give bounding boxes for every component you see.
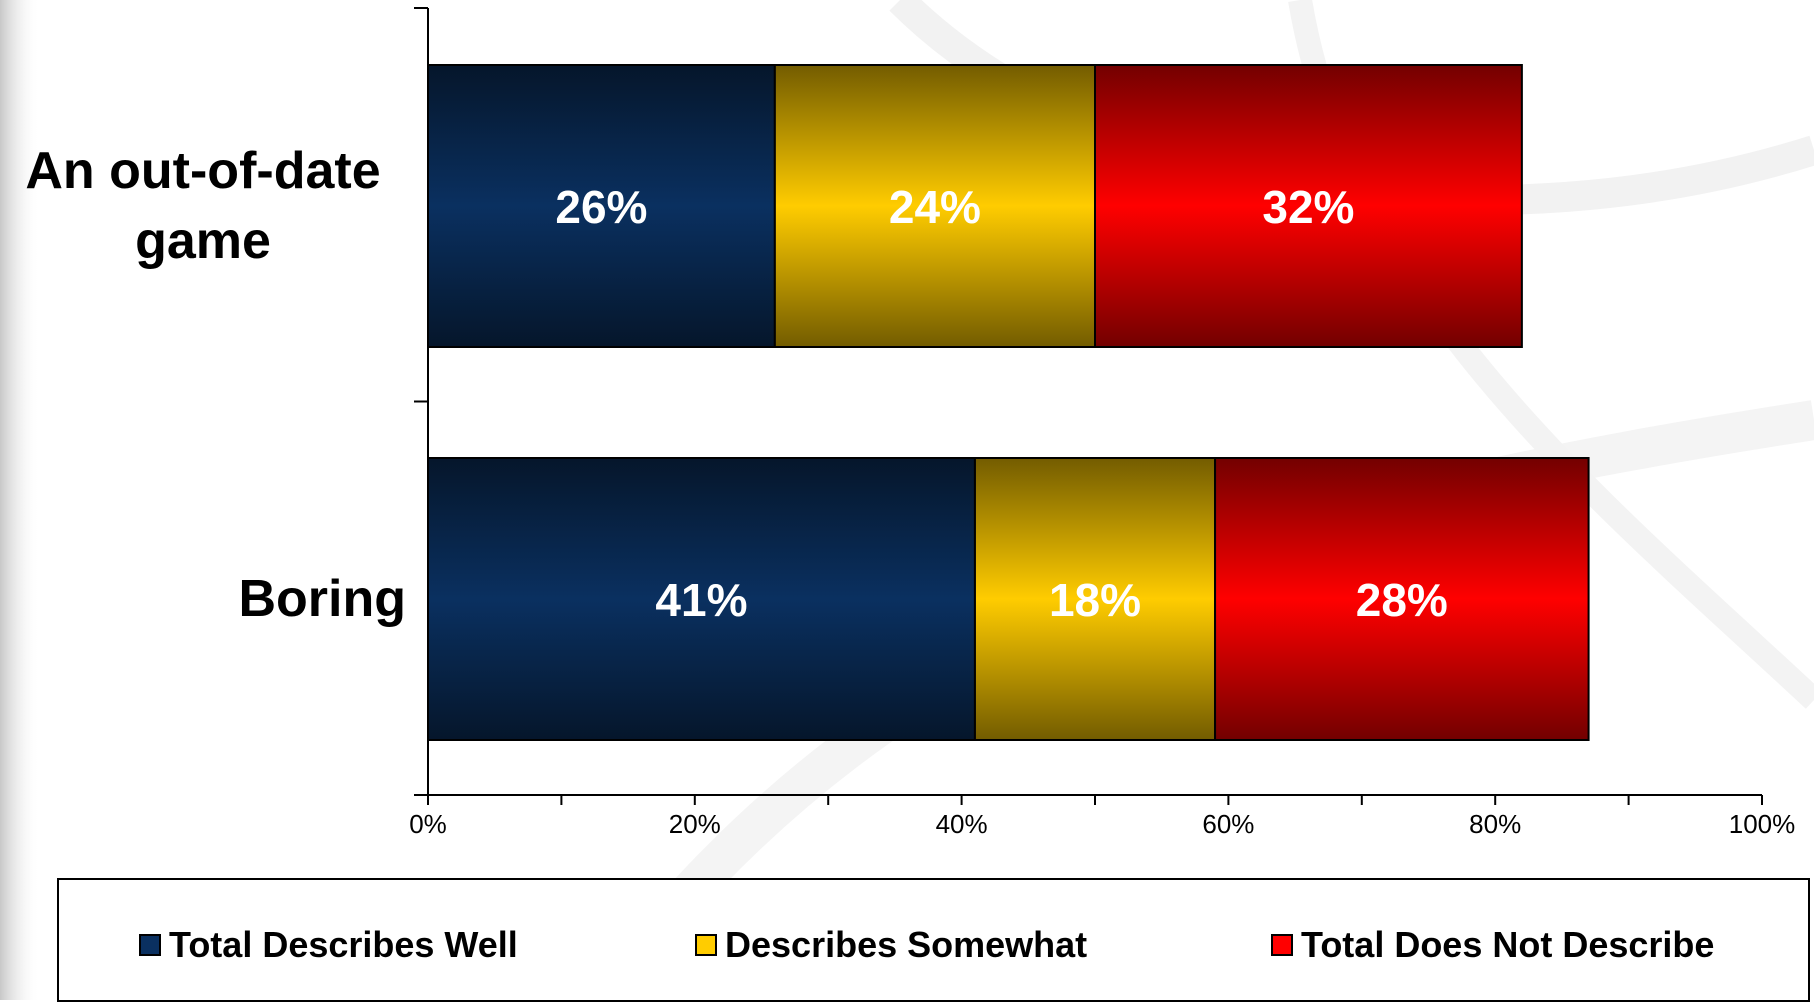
bar-segment	[427, 64, 776, 348]
data-label: 28%	[1356, 574, 1448, 626]
legend-label: Total Describes Well	[169, 924, 518, 965]
x-tick-label: 20%	[669, 809, 721, 839]
category-label-line: game	[135, 212, 271, 270]
data-label: 32%	[1262, 181, 1354, 233]
legend-swatch-describes-somewhat	[695, 934, 717, 956]
x-tick-label: 80%	[1469, 809, 1521, 839]
legend-label: Total Does Not Describe	[1301, 924, 1715, 965]
bar-segment	[1094, 64, 1523, 348]
x-tick-label: 40%	[936, 809, 988, 839]
legend-item-total-describes-well: Total Describes Well	[139, 924, 518, 966]
legend-swatch-total-does-not-describe	[1271, 934, 1293, 956]
bar-segment	[1214, 457, 1590, 741]
x-tick-label: 0%	[409, 809, 447, 839]
legend-item-describes-somewhat: Describes Somewhat	[695, 924, 1087, 966]
legend-label: Describes Somewhat	[725, 924, 1088, 965]
bar-segment	[427, 457, 976, 741]
data-label: 24%	[889, 181, 981, 233]
data-label: 41%	[655, 574, 747, 626]
bar-segment	[773, 64, 1097, 348]
category-label-line: Boring	[238, 570, 406, 628]
category-label: Boring	[0, 564, 406, 634]
x-tick-label: 100%	[1729, 809, 1796, 839]
x-tick-label: 60%	[1202, 809, 1254, 839]
data-label: 18%	[1049, 574, 1141, 626]
legend-item-total-does-not-describe: Total Does Not Describe	[1271, 924, 1714, 966]
category-label: An out-of-date game	[0, 136, 406, 276]
legend-swatch-total-describes-well	[139, 934, 161, 956]
legend: Total Describes Well Describes Somewhat …	[57, 878, 1810, 1002]
category-label-line: An out-of-date	[25, 142, 381, 200]
data-label: 26%	[555, 181, 647, 233]
